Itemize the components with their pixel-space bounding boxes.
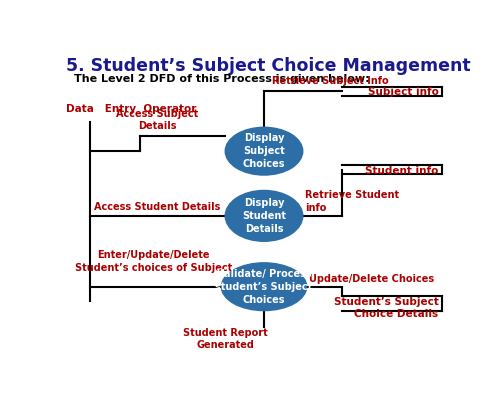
Text: Access Subject
Details: Access Subject Details	[116, 109, 198, 131]
Text: Retrieve Student
info: Retrieve Student info	[304, 190, 399, 213]
Text: Validate/ Process
student’s Subject
Choices: Validate/ Process student’s Subject Choi…	[216, 268, 312, 305]
Text: Data   Entry  Operator: Data Entry Operator	[66, 104, 197, 114]
Text: Student Report
Generated: Student Report Generated	[183, 328, 268, 350]
Text: Enter/Update/Delete
Student’s choices of Subject: Enter/Update/Delete Student’s choices of…	[75, 250, 232, 273]
Text: Retrieve Subject Info: Retrieve Subject Info	[272, 76, 388, 86]
Text: Display
Subject
Choices: Display Subject Choices	[243, 133, 285, 169]
Ellipse shape	[222, 263, 306, 310]
Text: 5. Student’s Subject Choice Management: 5. Student’s Subject Choice Management	[66, 57, 471, 75]
Text: Subject info: Subject info	[368, 87, 438, 97]
Text: Student’s Subject
Choice Details: Student’s Subject Choice Details	[334, 296, 438, 319]
Text: Student info: Student info	[365, 166, 438, 176]
Ellipse shape	[225, 127, 303, 175]
Text: Access Student Details: Access Student Details	[94, 202, 220, 212]
Ellipse shape	[225, 190, 303, 241]
Text: The Level 2 DFD of this Process is given below:: The Level 2 DFD of this Process is given…	[74, 74, 370, 84]
Text: Update/Delete Choices: Update/Delete Choices	[308, 274, 434, 284]
Text: Display
Student
Details: Display Student Details	[242, 198, 286, 234]
